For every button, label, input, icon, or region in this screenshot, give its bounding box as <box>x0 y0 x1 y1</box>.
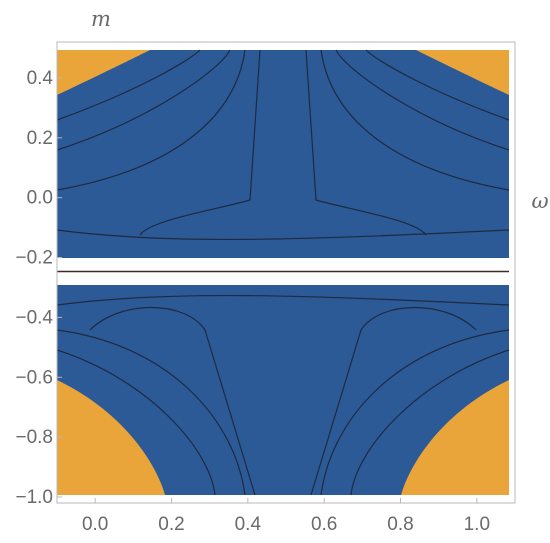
y-tick-label: −1.0 <box>15 487 53 508</box>
y-tick-label: 0.0 <box>27 188 53 209</box>
x-axis-title: ω <box>531 189 548 213</box>
y-tick-label: −0.2 <box>15 248 53 269</box>
x-tick-label: 0.0 <box>82 514 108 535</box>
y-axis-title: m <box>91 7 111 31</box>
y-tick-label: 0.2 <box>27 128 53 149</box>
y-tick-label: 0.4 <box>27 68 54 89</box>
lower-right-lobe <box>401 380 509 495</box>
lower-contours <box>57 294 510 496</box>
x-tick-label: 1.0 <box>464 514 490 535</box>
x-tick-label: 0.6 <box>311 514 337 535</box>
plot-frame <box>56 41 516 504</box>
x-tick-label: 0.2 <box>158 514 184 535</box>
y-axis: −1.0 −0.8 −0.6 −0.4 −0.2 0.0 0.2 0.4 <box>15 68 62 508</box>
x-tick-label: 0.4 <box>235 514 262 535</box>
upper-field <box>57 50 509 258</box>
upper-left-lobe <box>57 50 150 95</box>
y-tick-label: −0.6 <box>15 367 53 388</box>
lower-left-lobe <box>57 380 165 495</box>
upper-contours <box>57 49 510 241</box>
x-tick-label: 0.8 <box>387 514 413 535</box>
x-axis: 0.0 0.2 0.4 0.6 0.8 1.0 <box>82 498 490 535</box>
y-tick-label: −0.8 <box>15 427 53 448</box>
upper-right-lobe <box>416 50 509 95</box>
y-tick-label: −0.4 <box>15 307 53 328</box>
